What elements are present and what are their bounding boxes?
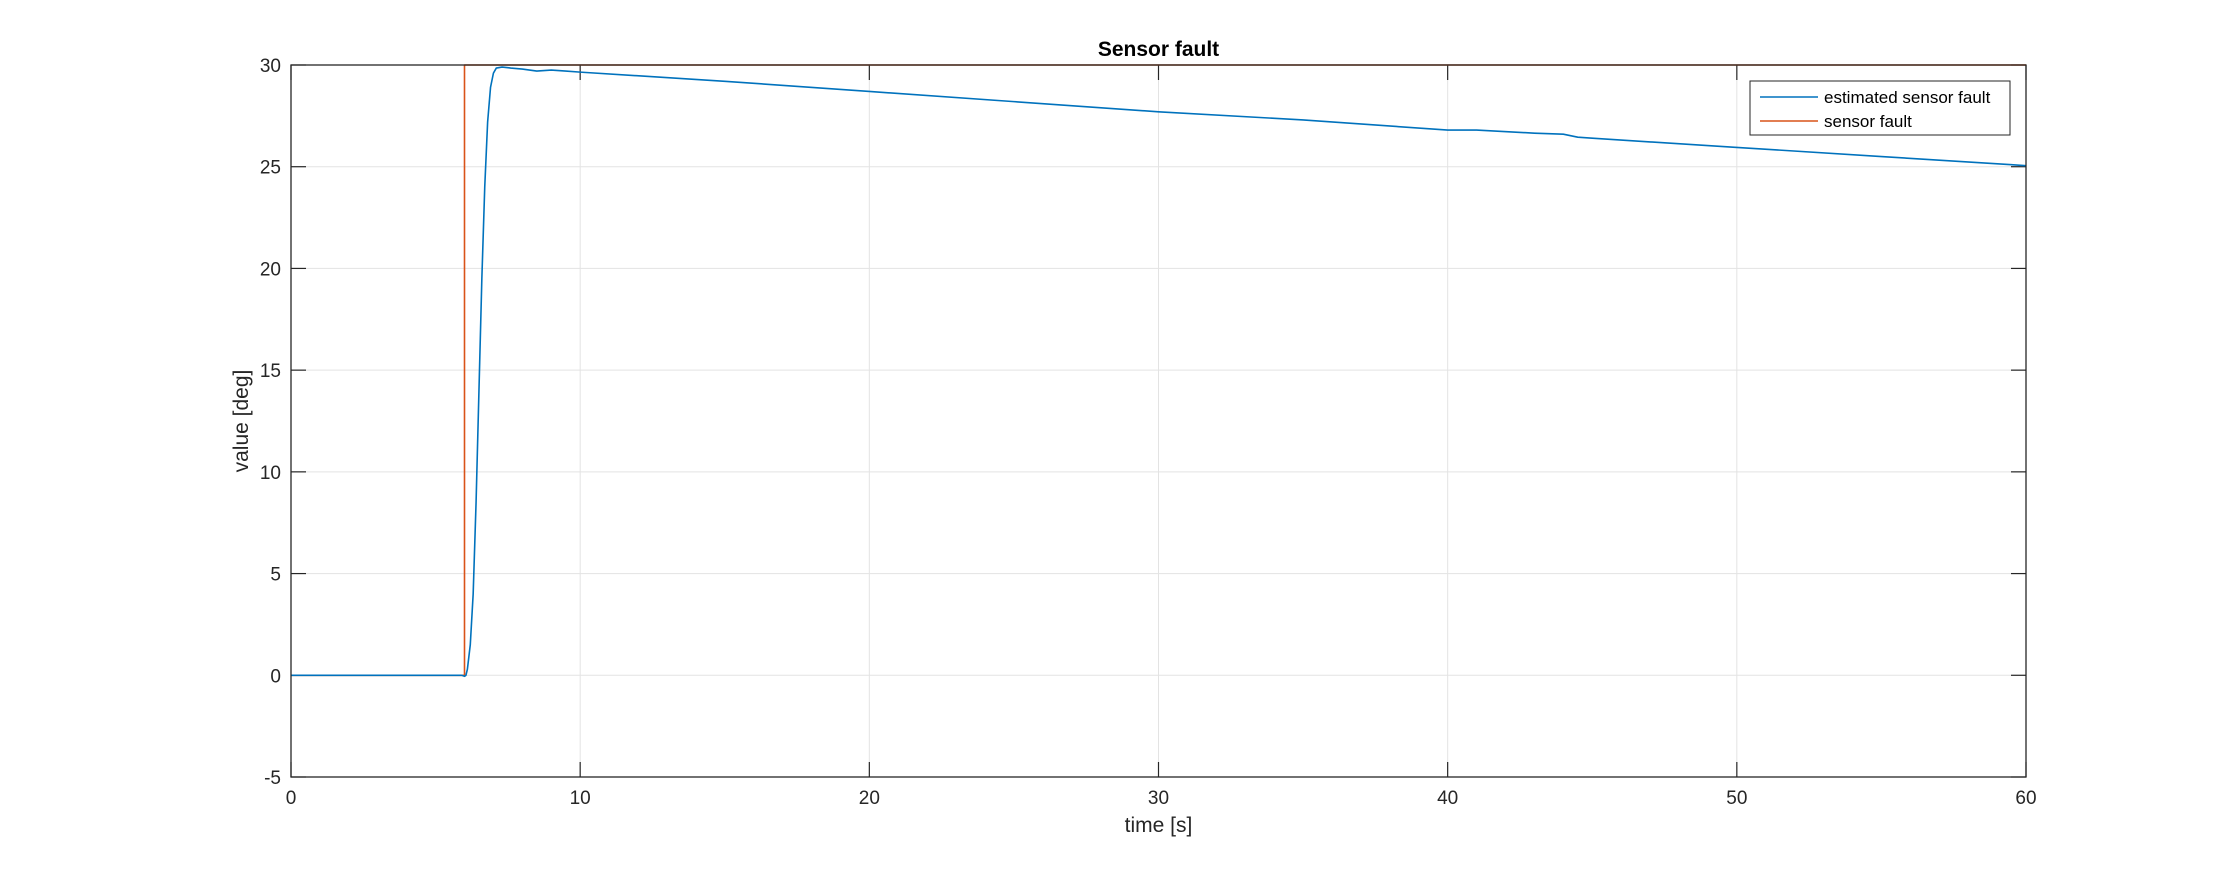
y-tick-label: 15 <box>260 361 281 382</box>
x-tick-label: 20 <box>859 788 880 809</box>
y-tick-label: 5 <box>270 565 281 586</box>
y-tick-label: 0 <box>270 666 281 687</box>
chart-title: Sensor fault <box>1098 38 1219 61</box>
y-axis-label: value [deg] <box>230 370 253 473</box>
legend: estimated sensor fault sensor fault <box>1749 80 2011 136</box>
x-tick-label: 60 <box>2015 788 2036 809</box>
y-tick-label: 20 <box>260 259 281 280</box>
x-tick-label: 0 <box>286 788 297 809</box>
legend-label-estimated-sensor-fault: estimated sensor fault <box>1824 88 1991 107</box>
x-tick-label: 10 <box>570 788 591 809</box>
y-tick-label: 25 <box>260 158 281 179</box>
legend-box <box>1749 80 2011 136</box>
series-line-estimated-sensor-fault <box>291 66 2027 678</box>
x-axis-label: time [s] <box>1125 814 1193 837</box>
x-tick-label: 30 <box>1148 788 1169 809</box>
axes-box <box>290 64 2027 778</box>
y-tick-label: 30 <box>260 56 281 77</box>
y-tick-label: 10 <box>260 463 281 484</box>
x-tick-label: 50 <box>1726 788 1747 809</box>
x-tick-label: 40 <box>1437 788 1458 809</box>
y-tick-label: -5 <box>264 768 281 789</box>
legend-label-sensor-fault: sensor fault <box>1824 112 1912 131</box>
